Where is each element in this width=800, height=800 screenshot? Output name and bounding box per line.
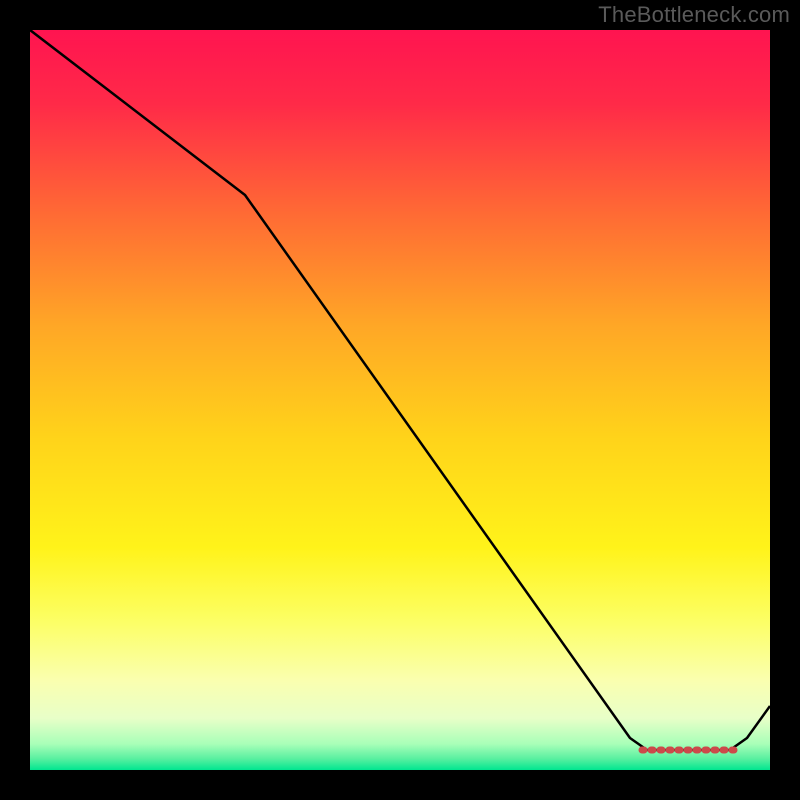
chart-plot-area — [30, 30, 770, 770]
chart-frame: TheBottleneck.com — [0, 0, 800, 800]
gradient-background — [30, 30, 770, 770]
watermark-text: TheBottleneck.com — [598, 2, 790, 28]
chart-svg — [30, 30, 770, 770]
